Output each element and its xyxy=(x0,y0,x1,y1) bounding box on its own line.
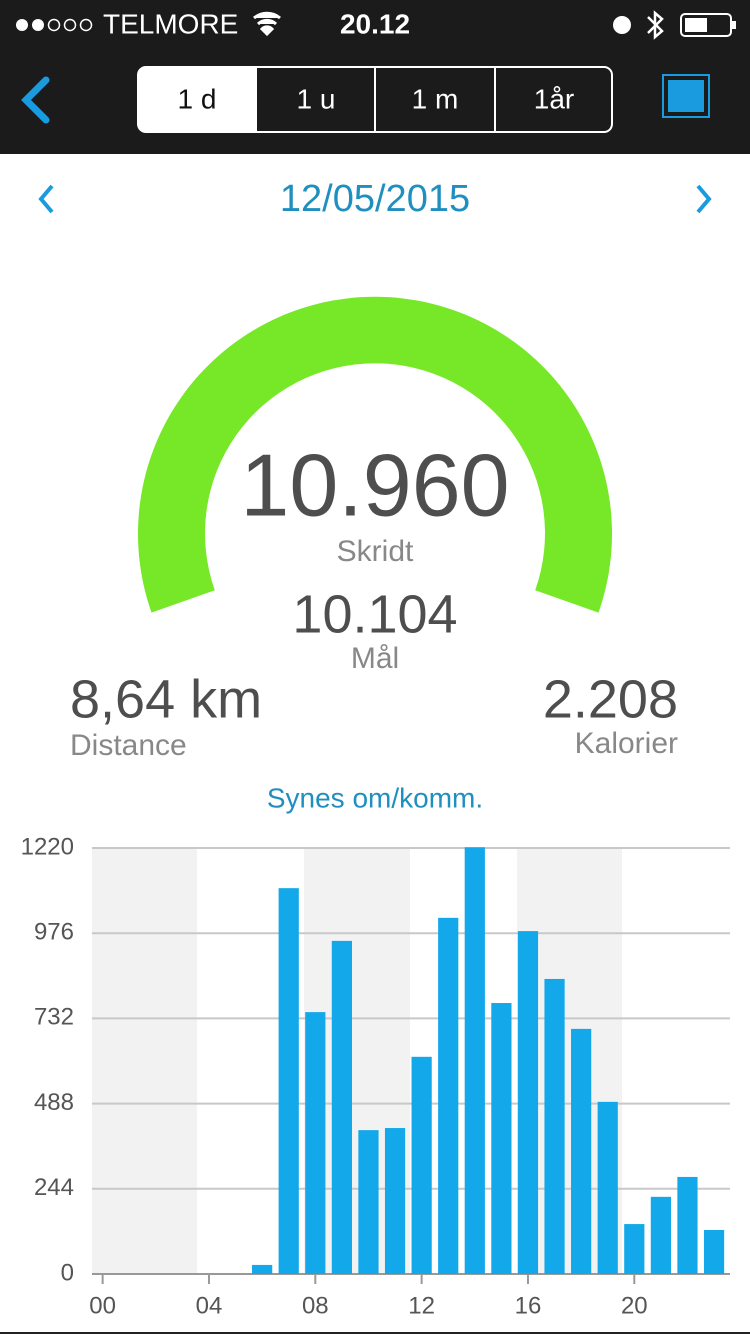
calendar-button[interactable] xyxy=(662,74,710,118)
date: 12/05/2015 xyxy=(280,178,470,220)
bar xyxy=(624,1224,645,1274)
x-tick-label: 16 xyxy=(515,1292,542,1319)
bar xyxy=(278,888,299,1274)
bar xyxy=(517,931,539,1274)
x-tick-label: 04 xyxy=(196,1292,223,1319)
carrier: TELMORE xyxy=(103,8,238,39)
next-date[interactable] xyxy=(696,184,712,214)
prev-date[interactable] xyxy=(38,184,54,214)
bar xyxy=(305,1012,326,1274)
y-tick-label: 1220 xyxy=(21,833,74,860)
like-comment-link[interactable]: Synes om/komm. xyxy=(267,782,483,813)
goal-label: Mål xyxy=(351,642,399,675)
calories-label: Kalorier xyxy=(575,727,678,760)
clock: 20.12 xyxy=(340,8,410,39)
alarm-icon xyxy=(613,16,631,34)
bar xyxy=(464,847,485,1274)
steps-value: 10.960 xyxy=(240,435,509,534)
back-button[interactable] xyxy=(21,76,50,124)
x-tick-label: 08 xyxy=(302,1292,329,1319)
x-tick-label: 20 xyxy=(621,1292,648,1319)
y-tick-label: 0 xyxy=(61,1259,74,1286)
bar xyxy=(677,1176,698,1274)
bar xyxy=(384,1128,406,1274)
segment[interactable]: 1 m xyxy=(412,83,459,114)
hour-bands xyxy=(92,848,622,1274)
bluetooth-icon xyxy=(647,10,664,40)
bar xyxy=(703,1230,725,1274)
steps-label: Skridt xyxy=(337,535,414,568)
signal-dots xyxy=(16,18,93,32)
goal-value: 10.104 xyxy=(292,584,457,644)
segmented-control: 1 d 1 u 1 m 1år xyxy=(137,66,613,133)
bar xyxy=(331,940,352,1274)
wifi-icon xyxy=(253,11,281,37)
bar xyxy=(544,978,565,1274)
x-tick-label: 00 xyxy=(89,1292,116,1319)
y-tick-label: 976 xyxy=(34,919,74,946)
distance-value: 8,64 km xyxy=(70,669,262,729)
bar xyxy=(650,1196,671,1274)
progress-gauge xyxy=(137,296,612,613)
bar xyxy=(491,1003,512,1274)
distance-label: Distance xyxy=(70,729,187,762)
bar xyxy=(252,1264,273,1274)
bar xyxy=(571,1028,592,1274)
segment[interactable]: 1år xyxy=(534,83,574,114)
calories-value: 2.208 xyxy=(543,669,678,729)
bar xyxy=(597,1101,618,1274)
y-tick-label: 244 xyxy=(34,1174,74,1201)
bar xyxy=(411,1056,432,1274)
segment[interactable]: 1 d xyxy=(178,83,217,114)
y-tick-label: 732 xyxy=(34,1004,74,1031)
bar xyxy=(358,1130,379,1274)
x-tick-label: 12 xyxy=(408,1292,435,1319)
segment[interactable]: 1 u xyxy=(297,83,336,114)
battery-icon xyxy=(680,13,736,37)
y-tick-label: 488 xyxy=(34,1089,74,1116)
chart: 0 244 488 732 976 1220 00 04 08 12 16 20 xyxy=(21,833,730,1319)
bar xyxy=(438,917,459,1274)
